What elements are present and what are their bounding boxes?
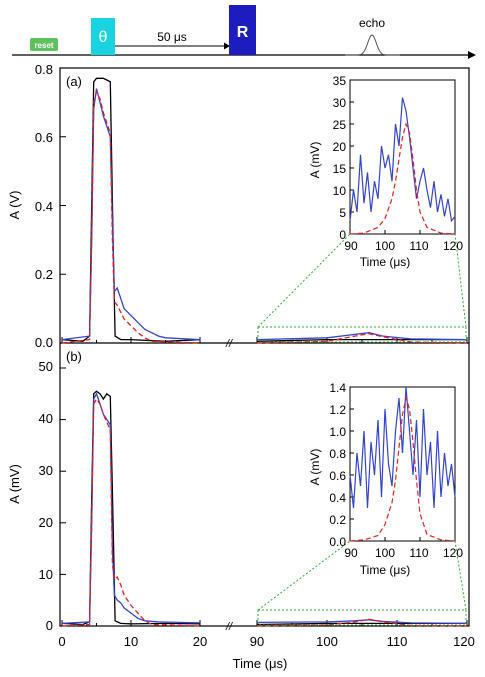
blue-trace bbox=[61, 88, 201, 341]
red-trace bbox=[61, 397, 201, 627]
zoom-guide-line bbox=[257, 233, 351, 328]
axis-break-marker-b: // bbox=[225, 621, 233, 633]
y-tick-label: 0.4 bbox=[35, 199, 53, 214]
inset-blue-trace bbox=[349, 386, 456, 509]
inset-x-tick-label: 110 bbox=[409, 546, 428, 560]
inset-x-tick-label: 90 bbox=[344, 239, 358, 253]
blue-trace bbox=[61, 392, 201, 625]
panel-a-label: (a) bbox=[66, 74, 82, 89]
y-tick-label: 20 bbox=[39, 515, 53, 530]
y-tick-label: 0.0 bbox=[35, 335, 53, 350]
y-tick-label: 0.8 bbox=[35, 62, 53, 77]
zoom-region-box bbox=[257, 609, 467, 626]
inset-x-tick-label: 110 bbox=[409, 239, 428, 253]
plot-layers bbox=[60, 67, 468, 627]
timeline-arrowhead bbox=[468, 51, 476, 59]
inset-y-tick-label: 0.2 bbox=[329, 513, 346, 527]
black-trace bbox=[61, 77, 201, 342]
delay-label: 50 μs bbox=[157, 30, 187, 44]
inset-x-tick-label: 90 bbox=[344, 546, 358, 560]
y-tick-label: 50 bbox=[39, 359, 53, 374]
inset-y-tick-label: 1.2 bbox=[329, 403, 346, 417]
x-tick-label: 20 bbox=[193, 634, 207, 649]
inset-x-tick-label: 100 bbox=[375, 239, 395, 253]
y-tick-label: 40 bbox=[39, 411, 53, 426]
reset-label: reset bbox=[34, 41, 53, 50]
y-tick-label: 30 bbox=[39, 463, 53, 478]
plot-frame bbox=[59, 67, 470, 627]
inset-y-tick-label: 15 bbox=[333, 162, 347, 176]
delay-arrowhead bbox=[224, 42, 230, 50]
panel-b-ylabel: A (mV) bbox=[7, 464, 22, 504]
red-trace bbox=[61, 90, 201, 344]
x-tick-label: 90 bbox=[250, 634, 264, 649]
inset-blue-trace bbox=[349, 97, 456, 223]
inset-x-axis-label: Time (μs) bbox=[360, 563, 410, 577]
readout-pulse bbox=[229, 5, 256, 55]
inset-b-labels: 90 100 110 120 Time (μs) 0.0 0.2 0.4 0.6… bbox=[308, 381, 463, 577]
x-tick-label: 120 bbox=[453, 634, 475, 649]
y-tick-label: 0.6 bbox=[35, 130, 53, 145]
black-trace bbox=[61, 390, 201, 626]
x-axis-label: Time (μs) bbox=[233, 656, 288, 671]
panel-b-y-tick-labels: 0 10 20 30 40 50 bbox=[39, 359, 53, 633]
reset-pulse bbox=[30, 38, 58, 51]
pulse-sequence: reset θ 50 μs R echo bbox=[12, 5, 476, 59]
axis-break-marker-a: // bbox=[225, 338, 233, 350]
inset-y-tick-label: 1.0 bbox=[329, 425, 346, 439]
inset-x-tick-label: 120 bbox=[443, 239, 463, 253]
readout-label: R bbox=[237, 24, 249, 41]
inset-y-tick-label: 35 bbox=[333, 74, 347, 88]
inset-y-axis-label: A (mV) bbox=[308, 142, 322, 179]
inset-red-trace bbox=[349, 122, 456, 235]
y-tick-label: 10 bbox=[39, 567, 53, 582]
inset-y-tick-label: 10 bbox=[333, 184, 347, 198]
inset-x-tick-label: 100 bbox=[375, 546, 395, 560]
echo-signal bbox=[345, 34, 400, 56]
panel-a-y-tick-labels: 0.0 0.2 0.4 0.6 0.8 bbox=[35, 62, 53, 350]
echo-label: echo bbox=[359, 16, 385, 30]
inset-x-tick-label: 120 bbox=[443, 546, 463, 560]
panel-a-ylabel: A (V) bbox=[7, 191, 22, 220]
inset-y-tick-label: 30 bbox=[333, 96, 347, 110]
inset-y-tick-label: 1.4 bbox=[329, 381, 346, 395]
inset-y-tick-label: 0 bbox=[339, 228, 346, 242]
inset-y-tick-label: 0.8 bbox=[329, 447, 346, 461]
theta-pulse bbox=[91, 18, 115, 55]
x-tick-label: 0 bbox=[58, 634, 65, 649]
inset-y-axis-label: A (mV) bbox=[308, 449, 322, 486]
zoom-guide-line bbox=[257, 540, 351, 611]
blue-trace bbox=[256, 332, 468, 341]
inset-y-tick-label: 25 bbox=[333, 118, 347, 132]
theta-label: θ bbox=[99, 29, 108, 46]
y-tick-label: 0 bbox=[46, 618, 53, 633]
x-tick-label: 100 bbox=[316, 634, 338, 649]
inset-y-tick-label: 20 bbox=[333, 140, 347, 154]
x-tick-label: 110 bbox=[387, 634, 408, 649]
inset-y-tick-label: 5 bbox=[339, 206, 346, 220]
inset-y-tick-label: 0.4 bbox=[329, 491, 346, 505]
inset-x-axis-label: Time (μs) bbox=[360, 255, 410, 269]
inset-y-tick-label: 0.0 bbox=[329, 535, 346, 549]
zoom-region-box bbox=[257, 326, 467, 343]
x-tick-label: 10 bbox=[124, 634, 138, 649]
panel-b-label: (b) bbox=[66, 349, 82, 364]
inset-y-tick-label: 0.6 bbox=[329, 469, 346, 483]
y-tick-label: 0.2 bbox=[35, 267, 53, 282]
x-tick-labels: 0 10 20 90 100 110 120 bbox=[58, 634, 474, 649]
inset-a-labels: 90 100 110 120 Time (μs) 0 5 10 15 20 25… bbox=[308, 74, 463, 269]
inset-red-trace bbox=[349, 395, 456, 542]
